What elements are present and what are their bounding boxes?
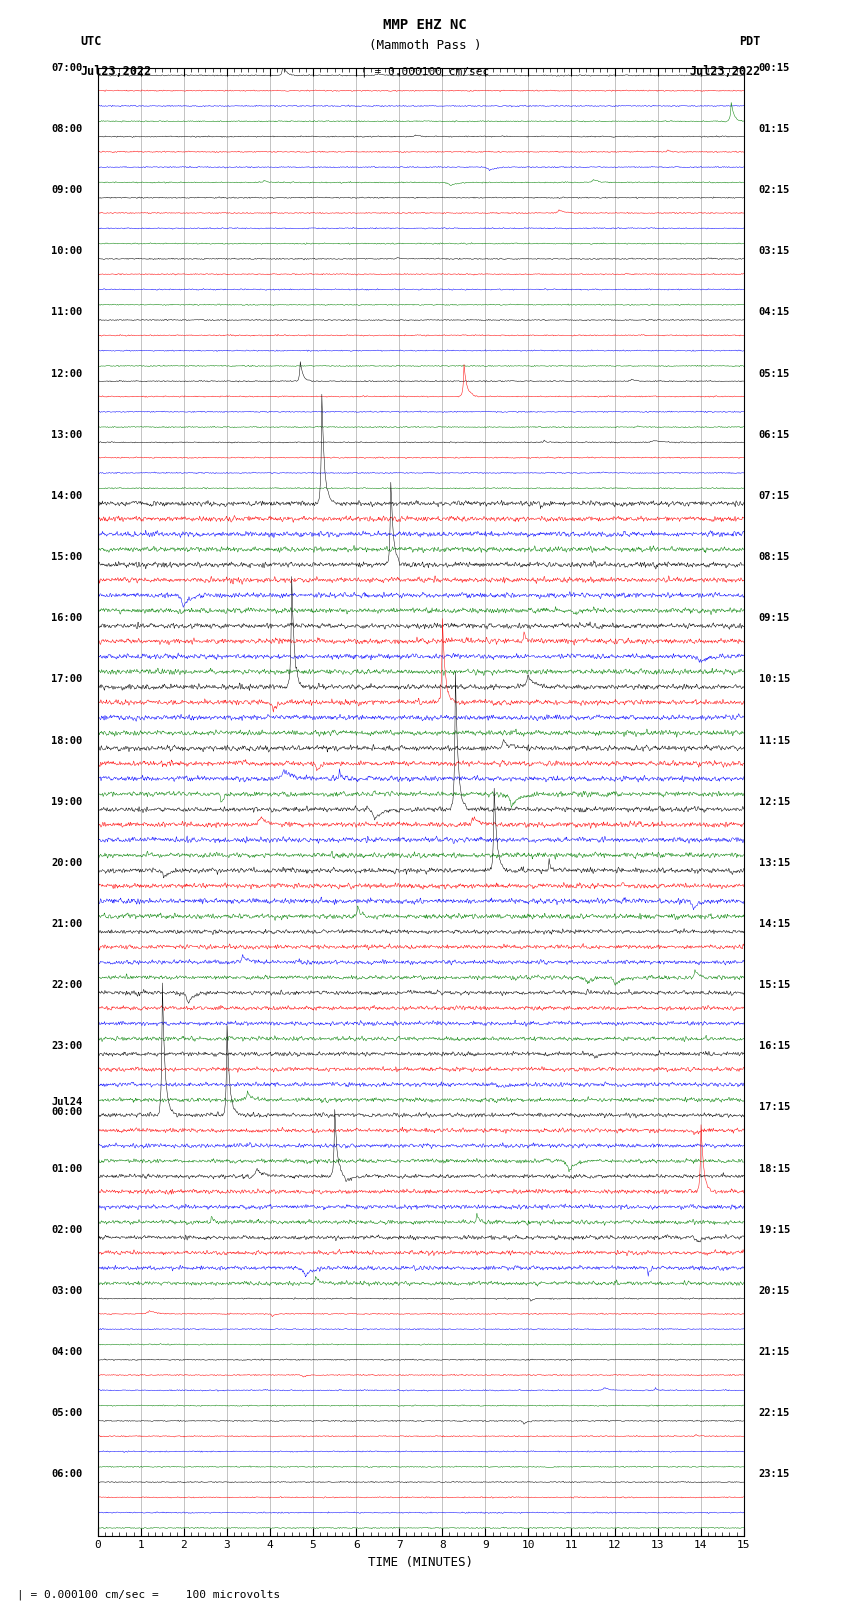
Text: Jul23,2022: Jul23,2022 xyxy=(689,65,761,77)
Text: 04:15: 04:15 xyxy=(759,308,790,318)
Text: | = 0.000100 cm/sec: | = 0.000100 cm/sec xyxy=(361,66,489,77)
Text: 09:00: 09:00 xyxy=(52,185,82,195)
Text: 10:15: 10:15 xyxy=(759,674,790,684)
Text: 12:00: 12:00 xyxy=(52,368,82,379)
Text: 17:15: 17:15 xyxy=(759,1102,790,1113)
Text: 23:00: 23:00 xyxy=(52,1042,82,1052)
Text: 09:15: 09:15 xyxy=(759,613,790,623)
Text: 20:15: 20:15 xyxy=(759,1286,790,1295)
Text: 02:00: 02:00 xyxy=(52,1224,82,1236)
X-axis label: TIME (MINUTES): TIME (MINUTES) xyxy=(368,1557,473,1569)
Text: 16:15: 16:15 xyxy=(759,1042,790,1052)
Text: 10:00: 10:00 xyxy=(52,247,82,256)
Text: 15:00: 15:00 xyxy=(52,552,82,561)
Text: 07:15: 07:15 xyxy=(759,490,790,502)
Text: 03:00: 03:00 xyxy=(52,1286,82,1295)
Text: | = 0.000100 cm/sec =    100 microvolts: | = 0.000100 cm/sec = 100 microvolts xyxy=(17,1589,280,1600)
Text: Jul24: Jul24 xyxy=(52,1097,82,1108)
Text: 00:15: 00:15 xyxy=(759,63,790,73)
Text: 05:15: 05:15 xyxy=(759,368,790,379)
Text: 18:00: 18:00 xyxy=(52,736,82,745)
Text: (Mammoth Pass ): (Mammoth Pass ) xyxy=(369,39,481,52)
Text: 15:15: 15:15 xyxy=(759,981,790,990)
Text: 06:15: 06:15 xyxy=(759,429,790,440)
Text: UTC: UTC xyxy=(81,35,102,48)
Text: 01:15: 01:15 xyxy=(759,124,790,134)
Text: 19:15: 19:15 xyxy=(759,1224,790,1236)
Text: 11:15: 11:15 xyxy=(759,736,790,745)
Text: 16:00: 16:00 xyxy=(52,613,82,623)
Text: 07:00: 07:00 xyxy=(52,63,82,73)
Text: PDT: PDT xyxy=(740,35,761,48)
Text: 22:00: 22:00 xyxy=(52,981,82,990)
Text: 20:00: 20:00 xyxy=(52,858,82,868)
Text: Jul23,2022: Jul23,2022 xyxy=(81,65,152,77)
Text: 00:00: 00:00 xyxy=(52,1108,82,1118)
Text: 14:00: 14:00 xyxy=(52,490,82,502)
Text: 18:15: 18:15 xyxy=(759,1163,790,1174)
Text: 22:15: 22:15 xyxy=(759,1408,790,1418)
Text: 19:00: 19:00 xyxy=(52,797,82,806)
Text: 21:15: 21:15 xyxy=(759,1347,790,1357)
Text: 06:00: 06:00 xyxy=(52,1469,82,1479)
Text: 17:00: 17:00 xyxy=(52,674,82,684)
Text: 21:00: 21:00 xyxy=(52,919,82,929)
Text: 03:15: 03:15 xyxy=(759,247,790,256)
Text: 08:15: 08:15 xyxy=(759,552,790,561)
Text: 02:15: 02:15 xyxy=(759,185,790,195)
Text: MMP EHZ NC: MMP EHZ NC xyxy=(383,18,467,32)
Text: 05:00: 05:00 xyxy=(52,1408,82,1418)
Text: 23:15: 23:15 xyxy=(759,1469,790,1479)
Text: 13:00: 13:00 xyxy=(52,429,82,440)
Text: 08:00: 08:00 xyxy=(52,124,82,134)
Text: 11:00: 11:00 xyxy=(52,308,82,318)
Text: 04:00: 04:00 xyxy=(52,1347,82,1357)
Text: 14:15: 14:15 xyxy=(759,919,790,929)
Text: 01:00: 01:00 xyxy=(52,1163,82,1174)
Text: 13:15: 13:15 xyxy=(759,858,790,868)
Text: 12:15: 12:15 xyxy=(759,797,790,806)
